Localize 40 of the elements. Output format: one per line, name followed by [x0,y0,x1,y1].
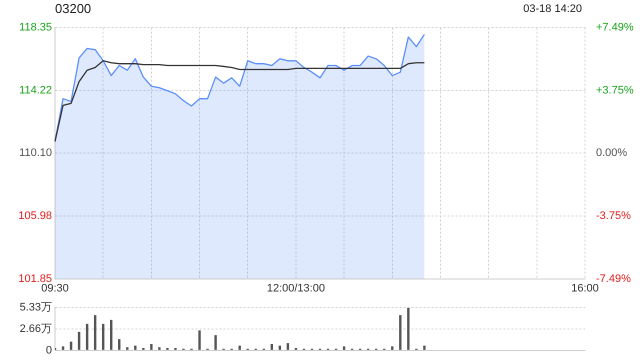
y2-tick-label: 0.00% [596,147,628,160]
bar [214,335,217,350]
bar [110,320,112,350]
x-tick-label: 12:00/13:00 [266,282,325,294]
bar [126,347,128,350]
y-tick-label: 118.35 [19,22,52,34]
y-tick-label: 105.98 [18,210,52,222]
chart-title: 03200 [55,1,92,16]
bar [134,346,137,350]
y-tick-label: 2.66万 [20,323,52,336]
y2-tick-label: +3.75% [596,84,634,96]
text: 03-18 14:20 [523,3,582,15]
bar [270,344,274,350]
bar [94,315,96,350]
bar [78,332,80,350]
y-tick-label: 5.33万 [20,302,52,314]
x-tick-label: 09:30 [41,282,69,294]
bar [423,346,426,350]
bar [102,324,104,350]
bar [391,346,394,350]
bar [150,344,153,350]
bar [118,339,120,350]
y-tick-label: 0 [46,344,52,356]
bar [342,346,346,350]
y2-tick-label: -3.75% [596,210,632,222]
bar [70,342,72,350]
y2-tick-label: +7.49% [596,22,634,34]
x-tick-label: 16:00 [571,282,599,294]
y-tick-label: 101.85 [18,272,52,285]
bar [407,308,410,350]
y2-tick-label: -7.49% [596,272,632,285]
bar [198,330,201,350]
bar [158,347,161,350]
bar [238,346,241,350]
bar [278,346,282,350]
bar [86,324,88,350]
y-tick-label: 110.10 [19,147,52,160]
bar [286,343,290,350]
bar [399,315,402,350]
y-tick-label: 114.22 [19,84,52,97]
